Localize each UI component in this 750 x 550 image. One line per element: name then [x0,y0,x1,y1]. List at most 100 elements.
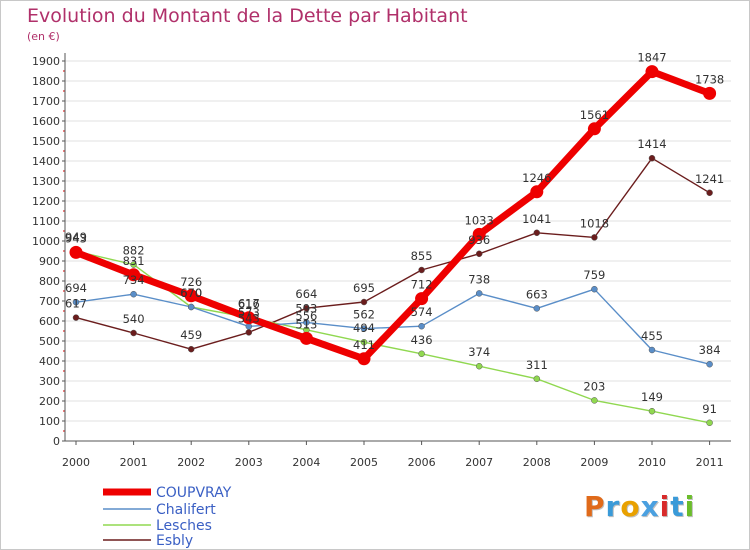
data-label: 1246 [522,171,551,185]
data-point [533,229,541,237]
data-label: 694 [65,281,87,295]
data-point [360,325,368,332]
y-tick-label: 400 [39,355,60,368]
data-label: 1847 [637,51,666,65]
data-point [303,319,310,326]
data-label: 556 [295,309,317,323]
data-label: 670 [180,286,202,300]
x-tick-label: 2008 [523,456,551,469]
data-point [648,346,656,354]
data-label: 738 [468,272,490,286]
x-tick-label: 2003 [235,456,263,469]
data-label: 617 [238,297,260,311]
data-point [533,305,541,312]
data-point [299,331,313,345]
y-tick-label: 1100 [32,215,60,228]
data-point [130,290,137,298]
data-label: 203 [583,379,605,393]
y-tick-label: 300 [39,375,60,388]
data-point [591,234,598,241]
legend-label: Chalifert [156,502,216,518]
data-label: 1414 [637,137,666,151]
tick-labels: 0 100 200 300 400 500 600 700 800 900 1000 1100 1200… [32,55,724,469]
y-tick-label: 1400 [32,155,60,168]
x-tick-label: 2004 [292,456,320,469]
y-tick-label: 0 [53,435,60,448]
data-point [72,298,80,306]
data-label: 411 [353,338,375,352]
data-label: 540 [123,312,145,326]
data-label: 695 [353,281,375,295]
data-point [472,227,486,241]
data-point [415,292,429,306]
data-label: 91 [702,402,717,416]
data-label: 670 [180,286,202,300]
data-label: 543 [238,311,260,325]
data-label: 384 [699,343,721,357]
data-label: 311 [526,358,548,372]
data-point [360,338,368,346]
y-tick-label: 1600 [32,115,60,128]
data-point [357,352,371,366]
legend-label: Lesches [156,518,212,534]
data-label: 734 [123,273,145,287]
data-label: 617 [65,297,87,311]
data-label: 1041 [522,212,551,226]
data-label: 1738 [695,72,724,86]
data-label: 149 [641,390,663,404]
data-label: 855 [411,249,433,263]
data-label: 459 [180,328,202,342]
data-point [418,350,425,358]
y-tick-label: 800 [39,275,60,288]
data-label: 574 [411,305,433,319]
data-point [187,345,195,353]
data-label: 949 [65,230,87,244]
legend-label: COUPVRAY [156,485,232,501]
x-tick-label: 2009 [580,456,608,469]
y-tick-label: 500 [39,335,60,348]
data-point [533,375,541,383]
data-label: 374 [468,345,490,359]
data-point [69,245,83,259]
y-tick-label: 600 [39,315,60,328]
data-point [706,360,713,368]
chart-title: Evolution du Montant de la Dette par Hab… [27,5,468,27]
y-tick-label: 1700 [32,95,60,108]
data-label: 616 [238,297,260,311]
x-tick-label: 2005 [350,456,378,469]
data-point [706,189,713,197]
data-label: 1561 [580,108,609,122]
y-tick-label: 700 [39,295,60,308]
data-point [242,311,256,325]
x-tick-label: 2001 [120,456,148,469]
data-point [72,314,80,321]
data-labels: 943 831 726 616 513 411 712 1033 1246 1561 1847 173… [65,51,724,416]
x-tick-label: 2007 [465,456,493,469]
data-label: 1241 [695,172,724,186]
y-tick-label: 1300 [32,175,60,188]
y-tick-label: 900 [39,255,60,268]
data-point [475,362,483,370]
x-tick-label: 2006 [408,456,436,469]
data-point [418,322,425,330]
data-label: 943 [65,231,87,245]
data-point [530,185,544,199]
data-point [475,290,483,297]
y-tick-label: 1200 [32,195,60,208]
data-label: 663 [526,287,548,301]
data-label: 1033 [465,213,494,227]
x-tick-label: 2010 [638,456,666,469]
data-label: 573 [238,305,260,319]
y-tick-label: 1800 [32,75,60,88]
data-label: 759 [583,268,605,282]
gridlines [65,60,731,422]
data-point [127,268,141,282]
data-label: 494 [353,321,375,335]
data-point [591,285,598,293]
data-point [587,122,601,136]
data-point [645,65,659,79]
data-label: 1018 [580,216,609,230]
